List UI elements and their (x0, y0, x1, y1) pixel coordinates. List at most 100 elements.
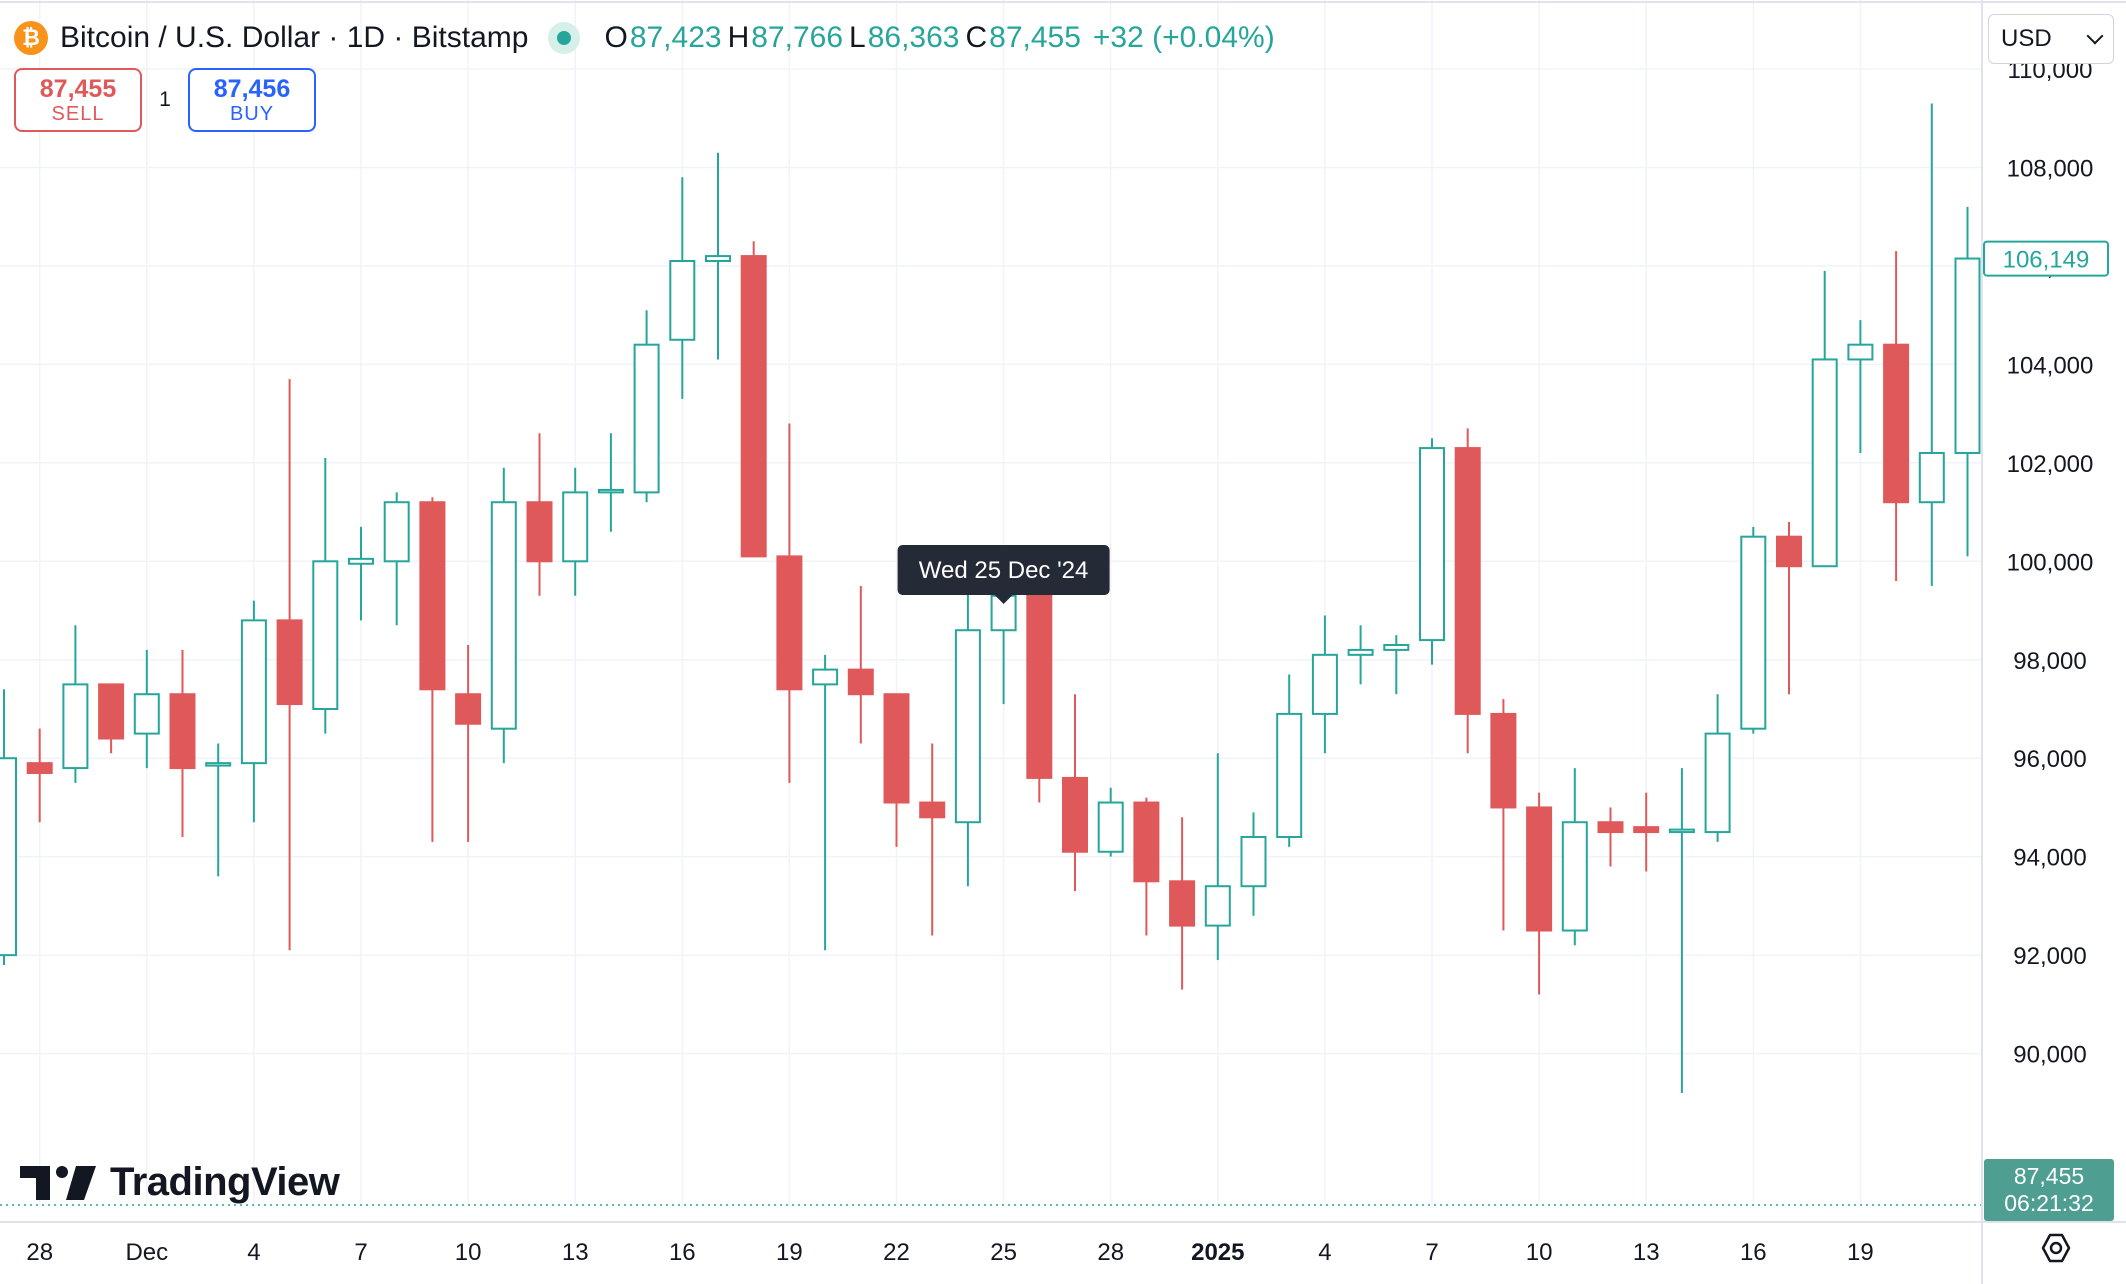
candle-down (847, 668, 874, 696)
price-tick-label: 102,000 (2007, 451, 2094, 478)
candle-up (633, 343, 660, 494)
price-tick-label: 98,000 (2013, 648, 2086, 675)
bitcoin-icon: ₿ (14, 21, 48, 55)
candle-down (883, 693, 910, 804)
price-tick-label: 104,000 (2007, 352, 2094, 379)
candle-down (526, 501, 553, 563)
sell-label: SELL (51, 103, 105, 125)
sell-button[interactable]: 87,455 SELL (14, 68, 142, 132)
time-tick-label: 7 (354, 1239, 367, 1266)
price-tick-label: 100,000 (2007, 549, 2094, 576)
candle-up (1097, 801, 1124, 853)
time-tick-label: 7 (1425, 1239, 1438, 1266)
candle-down (1776, 535, 1802, 568)
candle-up (562, 491, 589, 563)
countdown-label: 06:21:32 (2004, 1190, 2094, 1216)
candle-up (1740, 535, 1767, 730)
candle-up (1419, 447, 1445, 642)
time-tick-label: 13 (1633, 1239, 1660, 1266)
time-tick-label: 2025 (1191, 1239, 1244, 1266)
candle-down (455, 693, 482, 725)
candle-up (383, 501, 410, 563)
date-tooltip-pointer (994, 595, 1013, 604)
candle-down (776, 555, 803, 691)
currency-value: USD (2001, 25, 2052, 52)
trade-panel: 87,455 SELL 1 87,456 BUY (14, 68, 316, 132)
candle-up (1704, 732, 1731, 834)
candle-down (1169, 880, 1196, 927)
candle-up (705, 255, 731, 262)
time-tick-label: Dec (125, 1239, 168, 1266)
open-value: 87,423 (629, 21, 722, 54)
time-tick-label: 16 (1740, 1239, 1767, 1266)
candle-down (169, 693, 196, 770)
candle-down (1454, 447, 1481, 715)
candle-up (1347, 648, 1374, 656)
time-tick-label: 13 (562, 1239, 589, 1266)
candle-down (276, 619, 303, 706)
candle-up (205, 762, 232, 767)
high-value: 87,766 (751, 21, 844, 54)
time-tick-label: 4 (247, 1239, 260, 1266)
candle-up (597, 488, 624, 494)
candle-down (1133, 801, 1160, 883)
buy-label: BUY (229, 103, 275, 125)
last-price-badge (1983, 240, 2109, 277)
candle-down (1526, 806, 1553, 932)
currency-select[interactable]: USD (1988, 14, 2114, 64)
date-tooltip (897, 545, 1110, 595)
time-tick-label: 19 (1847, 1239, 1874, 1266)
current-price-badge (1984, 1159, 2114, 1221)
sell-price: 87,455 (39, 75, 117, 103)
candle-up (1204, 885, 1231, 927)
candle-down (919, 801, 946, 819)
price-tick-label: 90,000 (2013, 1042, 2086, 1069)
low-label: L (849, 21, 866, 54)
candle-up (1383, 643, 1410, 651)
high-label: H (727, 21, 750, 54)
open-label: O (604, 21, 628, 54)
buy-button[interactable]: 87,456 BUY (188, 68, 316, 132)
buy-price: 87,456 (213, 75, 291, 103)
quantity-value[interactable]: 1 (159, 88, 171, 111)
price-tick-label: 96,000 (2013, 746, 2086, 773)
date-tooltip-text: Wed 25 Dec '24 (919, 557, 1089, 584)
candle-down (740, 255, 767, 558)
time-tick-label: 16 (669, 1239, 696, 1266)
candle-up (62, 683, 89, 770)
symbol-header: ₿ Bitcoin / U.S. Dollar · 1D · Bitstamp … (14, 14, 1275, 62)
market-status-icon[interactable] (548, 22, 581, 54)
tradingview-logo-text: TradingView (110, 1160, 340, 1204)
candle-up (1240, 835, 1267, 888)
time-tick-label: 4 (1318, 1239, 1331, 1266)
chevron-down-icon (2086, 27, 2104, 45)
price-tick-label: 94,000 (2013, 845, 2086, 872)
candle-up (812, 668, 839, 686)
candle-down (419, 501, 446, 691)
tradingview-logo-icon (20, 1165, 96, 1200)
candle-up (1276, 712, 1303, 838)
time-tick-label: 22 (883, 1239, 910, 1266)
time-tick-label: 28 (1097, 1239, 1124, 1266)
candle-up (240, 619, 267, 765)
tradingview-logo[interactable]: TradingView (20, 1160, 340, 1205)
time-tick-label: 10 (1526, 1239, 1553, 1266)
candle-down (1026, 594, 1053, 779)
last-price-label: 106,149 (2003, 247, 2090, 274)
candle-down (1490, 712, 1517, 809)
current-price-label: 87,455 (2014, 1163, 2084, 1189)
candle-up (0, 757, 17, 957)
candle-up (312, 560, 339, 710)
candle-down (98, 683, 125, 740)
time-tick-label: 10 (455, 1239, 482, 1266)
candle-down (1883, 343, 1910, 504)
candle-up (348, 557, 374, 565)
symbol-title[interactable]: Bitcoin / U.S. Dollar · 1D · Bitstamp (60, 21, 529, 54)
time-tick-label: 19 (776, 1239, 803, 1266)
candle-up (1847, 343, 1874, 361)
time-tick-label: 25 (990, 1239, 1017, 1266)
gear-icon[interactable] (2040, 1232, 2072, 1264)
candle-down (1062, 776, 1088, 853)
candle-up (1918, 451, 1945, 504)
